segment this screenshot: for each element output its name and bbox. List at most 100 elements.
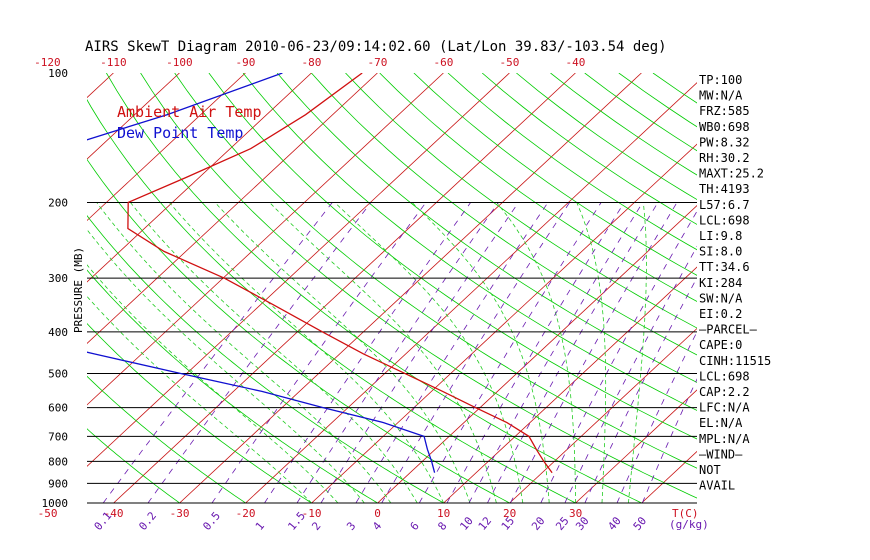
pressure-tick-label: 200	[48, 196, 68, 209]
moist-adiabat-line	[168, 202, 444, 503]
mixing-ratio-tick-label: 10	[457, 514, 475, 533]
dry-adiabat-line	[652, 73, 697, 104]
mixing-ratio-tick-label: 1	[253, 519, 267, 532]
moist-adiabat-line	[214, 202, 471, 503]
index-text: LCL:698	[699, 369, 750, 383]
mixing-ratio-line	[418, 202, 602, 503]
mixing-ratio-tick-label: 20	[529, 514, 547, 533]
index-text: SW:N/A	[699, 291, 743, 305]
isotherm-line	[377, 205, 697, 503]
dry-adiabat-line	[140, 73, 697, 499]
index-text: MAXT:25.2	[699, 167, 764, 181]
index-text: PW:8.32	[699, 135, 750, 149]
index-text: LI:9.8	[699, 229, 742, 243]
isotherm-line	[575, 389, 697, 503]
mixing-ratio-tick-label: 8	[435, 519, 449, 532]
index-text: CAP:2.2	[699, 385, 750, 399]
pressure-tick-label: 500	[48, 368, 68, 381]
dry-adiabat-line	[516, 73, 697, 201]
mixing-ratio-line	[147, 202, 372, 503]
pressure-tick-label: 600	[48, 402, 68, 415]
moist-adiabat-line	[87, 228, 365, 503]
index-text: AVAIL	[699, 479, 735, 493]
dry-adiabat-line	[345, 73, 697, 329]
dry-adiabat-line	[87, 158, 510, 503]
isotherm-line	[509, 327, 697, 503]
pressure-tick-labels: 100 200 300 400 500 600 700 800 900 1000	[42, 67, 69, 510]
bottom-temperature-tick-label: 0	[374, 507, 381, 520]
mixing-ratio-tick-label: 0.5	[200, 509, 223, 533]
legend: Ambient Air Temp Dew Point Temp	[117, 103, 262, 142]
isotherm-line	[87, 73, 246, 222]
top-temperature-tick-label: -100	[166, 56, 193, 69]
index-text: KI:284	[699, 276, 742, 290]
bottom-temperature-tick-label: -30	[170, 507, 190, 520]
mixing-ratio-line	[642, 378, 697, 503]
mixing-ratio-tick-label: 40	[605, 514, 623, 533]
mixing-ratio-tick-label: 6	[408, 519, 422, 532]
bottom-temperature-tick-label: -40	[104, 507, 124, 520]
index-text: —WIND—	[699, 447, 743, 461]
dry-adiabat-line	[208, 73, 697, 440]
pressure-tick-label: 700	[48, 430, 68, 443]
index-text: LFC:N/A	[699, 401, 750, 415]
isotherm-line	[87, 73, 378, 344]
moist-adiabat-line	[411, 202, 550, 503]
bottom-temperature-tick-label: -10	[302, 507, 322, 520]
pressure-tick-label: 800	[48, 455, 68, 468]
index-text: EI:0.2	[699, 307, 742, 321]
isotherm-line	[113, 73, 576, 503]
y-axis-label: PRESSURE (MB)	[72, 247, 85, 333]
mixing-ratio-tick-label: 2	[309, 519, 323, 532]
dry-adiabat-line	[413, 73, 697, 276]
index-text: CAPE:0	[699, 338, 742, 352]
sounding-series	[87, 73, 553, 474]
legend-item-dewpoint: Dew Point Temp	[117, 124, 243, 142]
dry-adiabat-line	[379, 73, 697, 302]
moist-adiabat-line	[496, 202, 576, 503]
chart-title: AIRS SkewT Diagram 2010-06-23/09:14:02.6…	[85, 39, 667, 55]
top-temperature-tick-labels: -120 -110 -100 -90 -80 -70 -60 -50 -40	[34, 56, 585, 69]
index-text: —PARCEL—	[699, 323, 758, 337]
mixing-ratio-line	[355, 202, 549, 503]
top-temperature-tick-label: -110	[100, 56, 127, 69]
isotherm-line	[87, 73, 312, 283]
isotherm-line	[0, 73, 47, 503]
mixing-ratio-line	[584, 276, 697, 503]
mixing-ratio-tick-label: 3	[344, 519, 358, 532]
isotherm-line	[87, 73, 510, 467]
index-text: RH:30.2	[699, 151, 750, 165]
moist-adiabat-line	[87, 295, 312, 503]
moist-adiabat-line	[576, 202, 607, 503]
index-text: SI:8.0	[699, 245, 742, 259]
mixing-ratio-line	[102, 202, 333, 503]
mixing-ratio-line	[320, 202, 519, 503]
bottom-temperature-tick-label: -20	[236, 507, 256, 520]
index-text: MW:N/A	[699, 89, 743, 103]
bottom-temperature-tick-label: 20	[503, 507, 516, 520]
moist-adiabat-line	[87, 264, 339, 503]
isotherm-line	[87, 73, 180, 160]
index-text: MPL:N/A	[699, 432, 750, 446]
isotherm-line	[179, 73, 642, 503]
dry-adiabat-line	[87, 375, 246, 503]
mixing-ratio-tick-label: 4	[370, 519, 384, 533]
top-temperature-tick-label: -70	[367, 56, 387, 69]
isotherm-line	[443, 266, 697, 503]
mixing-ratio-line	[510, 202, 678, 503]
mixing-ratio-line	[468, 202, 644, 503]
bottom-temperature-tick-labels: -50 -40 -30 -20 -10 0 10 20 30	[38, 507, 583, 520]
index-text: TP:100	[699, 73, 742, 87]
index-text: CINH:11515	[699, 354, 771, 368]
moist-adiabat-line	[628, 202, 647, 503]
dry-adiabat-line	[447, 73, 697, 251]
pressure-tick-label: 400	[48, 326, 68, 339]
top-temperature-tick-label: -90	[235, 56, 255, 69]
isotherm-line	[774, 73, 870, 503]
dry-adiabat-line	[106, 73, 642, 503]
dry-adiabat-line	[87, 322, 312, 503]
isotherm-line	[311, 143, 697, 503]
index-text: TH:4193	[699, 182, 750, 196]
